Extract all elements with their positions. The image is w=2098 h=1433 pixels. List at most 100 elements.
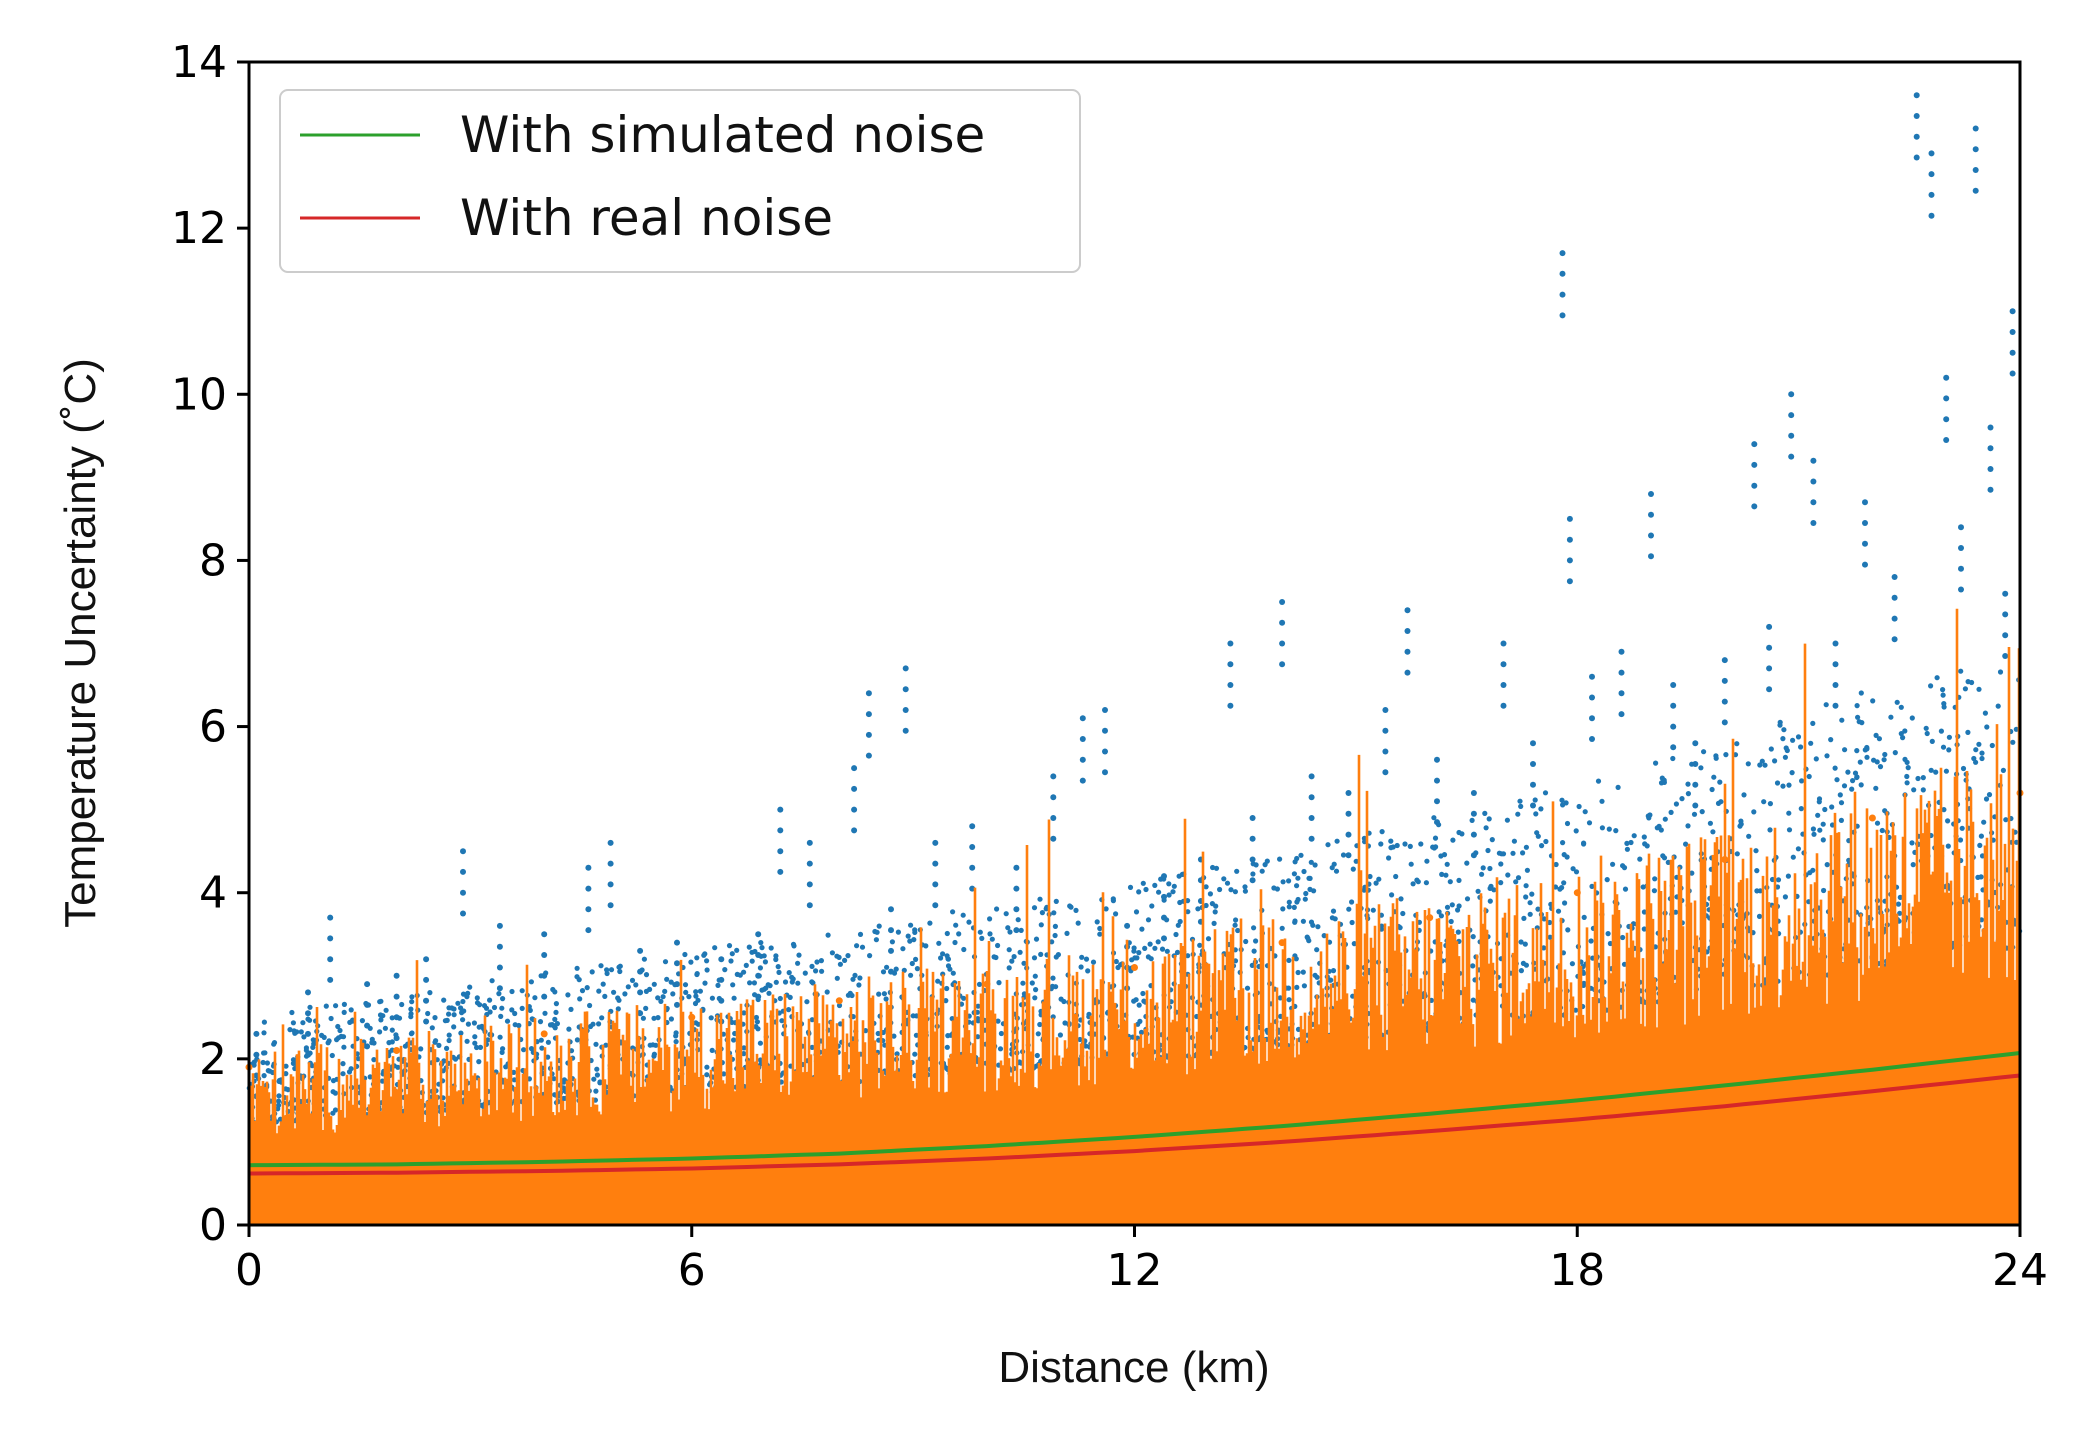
scatter-point-simulated	[1971, 755, 1977, 762]
scatter-point-simulated	[1251, 948, 1257, 954]
scatter-point-simulated	[1845, 769, 1851, 775]
scatter-point-simulated	[1312, 862, 1318, 868]
scatter-point-simulated-outlier	[1766, 665, 1773, 672]
scatter-point-simulated-outlier	[1530, 781, 1536, 788]
scatter-point-simulated	[1810, 720, 1816, 727]
scatter-point-simulated-outlier	[1788, 453, 1795, 460]
scatter-point-simulated	[512, 1010, 518, 1017]
scatter-point-simulated	[961, 946, 967, 953]
scatter-point-simulated	[550, 986, 556, 993]
scatter-point-simulated-outlier	[460, 910, 466, 917]
scatter-point-simulated	[1077, 1036, 1083, 1043]
scatter-point-simulated	[721, 1071, 727, 1077]
scatter-point-simulated	[276, 1093, 282, 1099]
scatter-point-simulated-outlier	[1928, 191, 1935, 198]
scatter-point-simulated-outlier	[1050, 835, 1057, 842]
scatter-point-simulated	[777, 995, 783, 1002]
scatter-point-simulated	[1691, 811, 1698, 817]
scatter-point-simulated	[290, 1020, 296, 1026]
scatter-point-simulated	[1976, 686, 1982, 692]
scatter-point-simulated	[1143, 886, 1149, 893]
scatter-point-simulated-outlier	[1102, 727, 1108, 734]
scatter-point-simulated	[418, 1046, 424, 1052]
scatter-point-simulated	[1049, 939, 1055, 945]
scatter-point-simulated	[1895, 901, 1902, 907]
scatter-point-simulated	[1858, 782, 1864, 788]
scatter-point-simulated	[323, 1003, 329, 1009]
scatter-point-simulated-outlier	[1566, 536, 1573, 543]
scatter-point-simulated-outlier	[1618, 669, 1625, 676]
scatter-point-simulated-outlier	[1788, 412, 1795, 419]
scatter-point-simulated-outlier	[1648, 532, 1654, 539]
scatter-point-simulated	[1683, 841, 1689, 847]
scatter-point-simulated	[1083, 956, 1090, 962]
scatter-point-simulated	[1838, 817, 1844, 824]
scatter-point-simulated	[1761, 799, 1767, 805]
scatter-point-simulated	[283, 1063, 289, 1069]
scatter-point-simulated	[1757, 762, 1763, 768]
scatter-point-simulated-outlier	[902, 727, 909, 734]
scatter-point-simulated	[499, 1005, 505, 1011]
scatter-point-simulated	[1882, 751, 1888, 758]
line-real-noise	[248, 1073, 2021, 1176]
scatter-point-simulated-outlier	[1618, 648, 1625, 655]
scatter-point-simulated	[662, 988, 668, 995]
scatter-point-simulated-outlier	[1013, 927, 1020, 934]
scatter-point-simulated	[509, 988, 515, 995]
scatter-point-simulated-outlier	[1913, 154, 1920, 161]
scatter-point-simulated	[987, 931, 993, 937]
scatter-point-simulated	[1139, 926, 1145, 932]
scatter-point-simulated	[912, 1051, 918, 1057]
scatter-point-simulated	[1582, 809, 1588, 815]
scatter-point-simulated	[1689, 870, 1695, 876]
scatter-point-simulated	[383, 1007, 389, 1013]
scatter-point-simulated	[1483, 825, 1489, 831]
scatter-point-simulated	[545, 1054, 551, 1060]
scatter-point-simulated	[1305, 935, 1311, 941]
y-tick-label: 4	[199, 868, 227, 919]
scatter-point-real	[1131, 964, 1138, 971]
scatter-point-simulated	[1857, 759, 1863, 765]
scatter-point-simulated	[519, 1005, 525, 1012]
scatter-point-simulated-outlier	[541, 972, 548, 979]
scatter-point-simulated-outlier	[393, 1035, 400, 1042]
scatter-point-simulated-outlier	[1500, 682, 1507, 688]
scatter-point-simulated	[1402, 841, 1408, 847]
scatter-point-simulated-outlier	[496, 922, 503, 929]
scatter-point-simulated	[789, 974, 795, 980]
scatter-point-simulated	[952, 939, 958, 946]
scatter-point-simulated	[761, 953, 767, 959]
scatter-point-simulated	[1444, 861, 1450, 867]
scatter-point-simulated-outlier	[1559, 312, 1566, 319]
scatter-point-simulated	[464, 1038, 470, 1044]
scatter-point-simulated	[305, 1016, 311, 1022]
scatter-point-simulated-outlier	[1891, 636, 1898, 643]
scatter-point-simulated	[1423, 880, 1429, 886]
scatter-point-simulated-outlier	[1972, 146, 1979, 153]
scatter-point-simulated-outlier	[1404, 669, 1411, 676]
scatter-point-simulated	[1553, 861, 1559, 868]
scatter-point-simulated	[1782, 894, 1788, 900]
scatter-point-simulated	[1353, 858, 1359, 864]
scatter-point-simulated	[910, 1013, 916, 1019]
scatter-point-simulated	[809, 1044, 815, 1050]
scatter-point-simulated	[944, 1044, 950, 1050]
scatter-layer	[245, 92, 2024, 1225]
scatter-point-simulated	[1529, 891, 1535, 897]
x-axis-label: Distance (km)	[998, 1343, 1269, 1392]
scatter-point-simulated-outlier	[1227, 661, 1234, 668]
scatter-point-simulated-outlier	[1345, 852, 1352, 859]
scatter-point-simulated	[1565, 927, 1571, 933]
scatter-point-simulated	[1370, 907, 1376, 913]
scatter-point-simulated-outlier	[1434, 777, 1440, 784]
scatter-point-simulated-outlier	[1382, 769, 1389, 776]
scatter-point-simulated	[802, 970, 808, 976]
scatter-point-simulated	[730, 982, 736, 988]
scatter-point-simulated	[261, 1030, 267, 1036]
scatter-point-simulated	[504, 1018, 511, 1024]
scatter-point-simulated	[301, 1034, 307, 1040]
scatter-point-simulated	[1960, 765, 1967, 772]
scatter-point-simulated-outlier	[1810, 478, 1817, 485]
scatter-point-simulated	[884, 964, 890, 970]
scatter-point-simulated	[262, 1050, 268, 1056]
